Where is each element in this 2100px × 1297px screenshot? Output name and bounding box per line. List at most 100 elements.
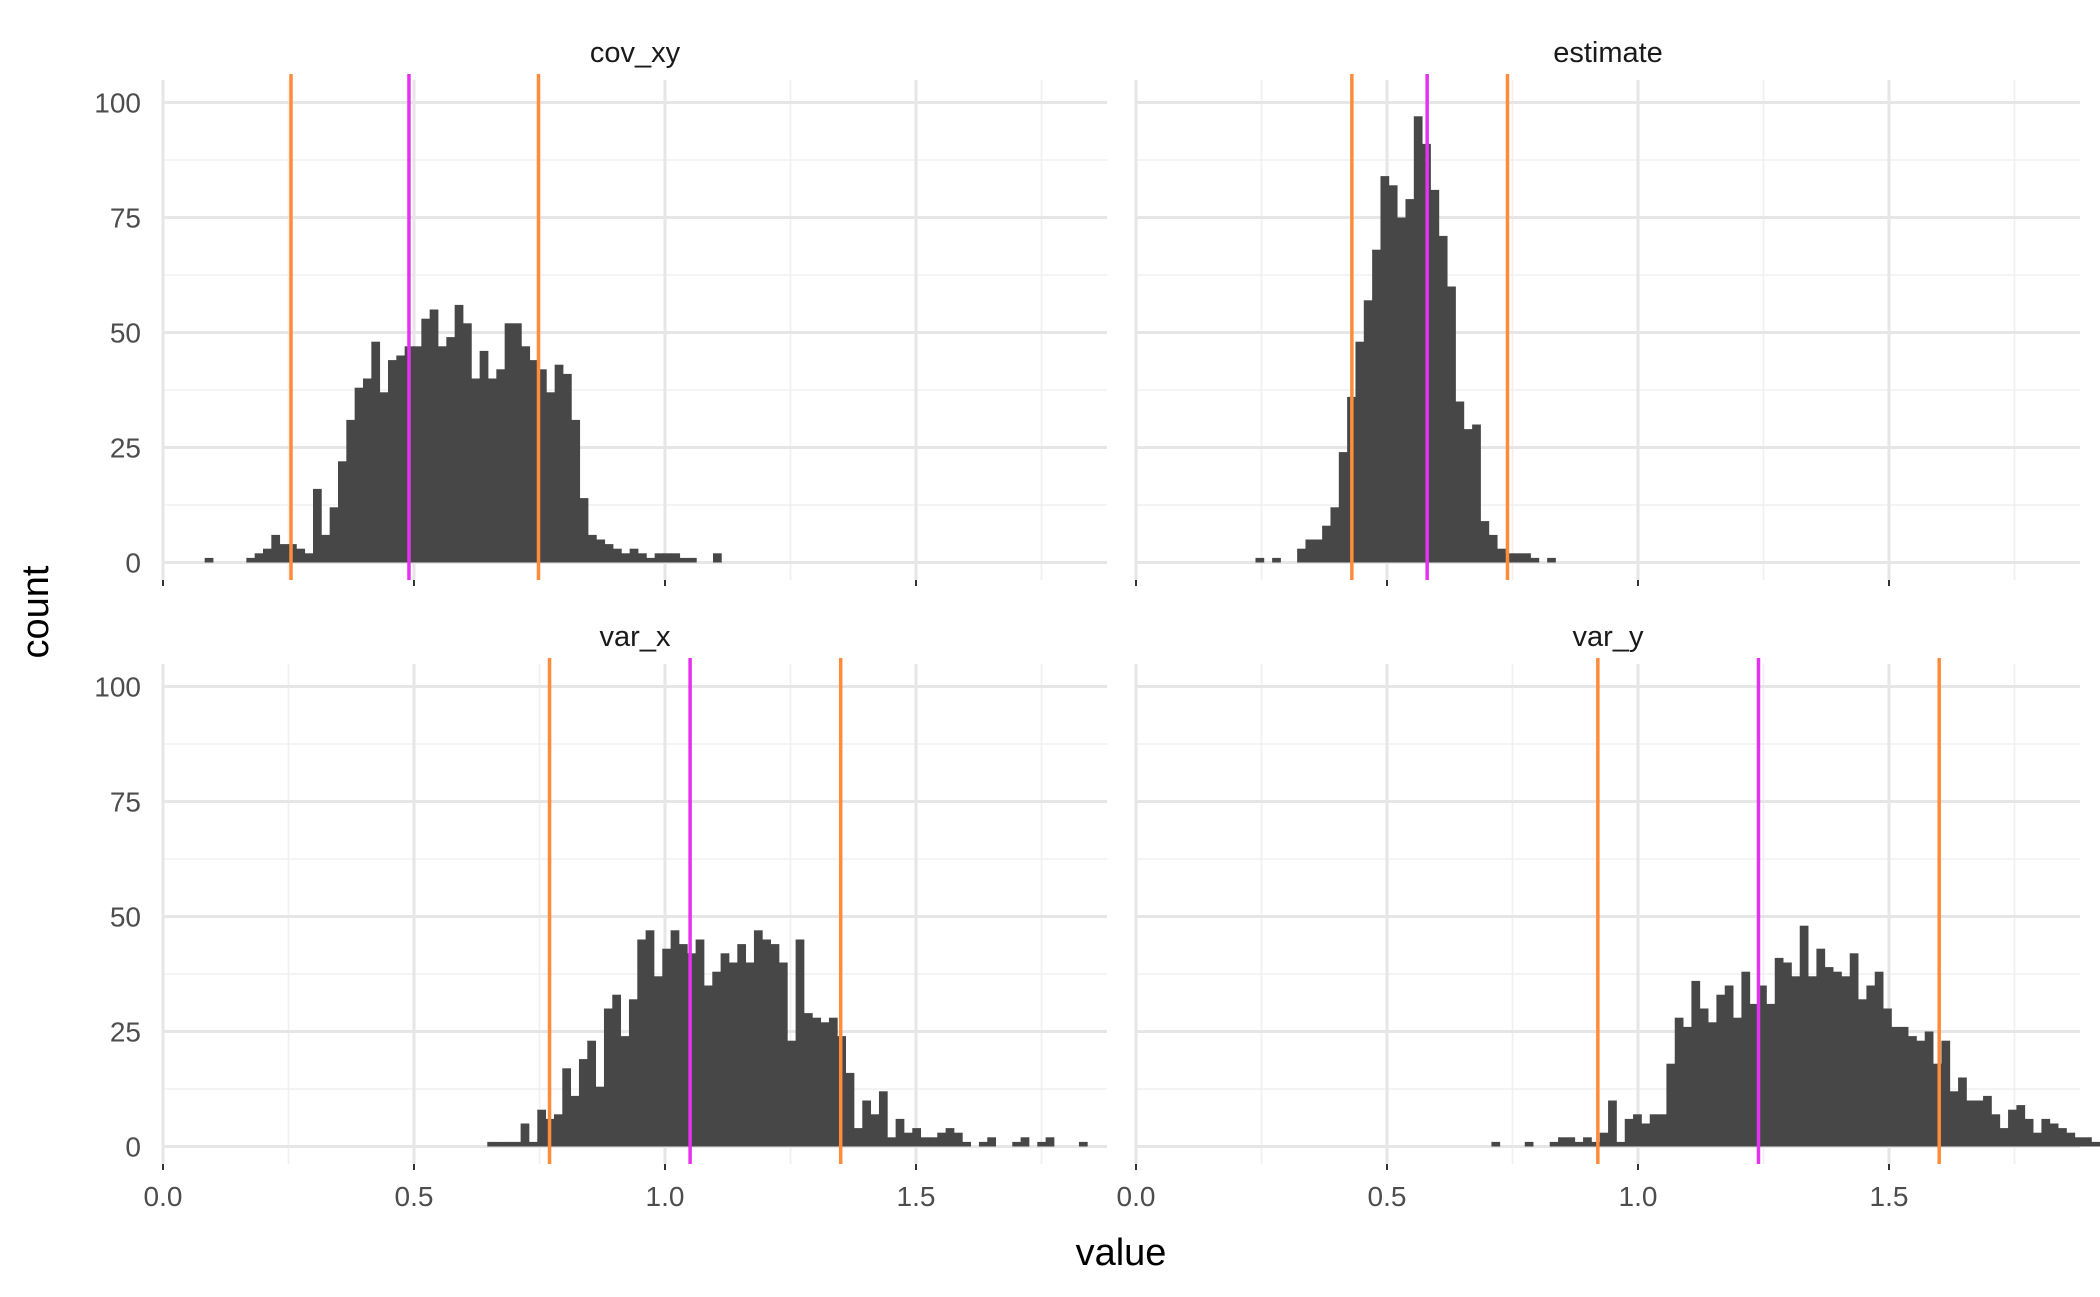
histogram-bar [553, 1114, 563, 1147]
histogram-bar [1574, 1141, 1584, 1147]
histogram-bar [1758, 985, 1767, 1147]
x-tick-label: 0.5 [395, 1181, 434, 1212]
histogram-bar [679, 557, 689, 563]
histogram-bar [1583, 1137, 1592, 1147]
histogram-bar [1255, 557, 1265, 563]
histogram-bar [812, 1017, 822, 1147]
histogram-bar [712, 553, 722, 563]
histogram-bar [537, 369, 547, 563]
histogram-bar [1641, 1123, 1651, 1147]
histogram-bar [703, 985, 713, 1147]
histogram-bar [495, 1141, 505, 1147]
histogram-bar [579, 498, 589, 563]
histogram-bar [1799, 925, 1809, 1147]
histogram-bar [595, 1086, 605, 1147]
histogram-bar [1313, 539, 1323, 563]
histogram-bar [1783, 962, 1792, 1147]
histogram-bar [313, 488, 322, 563]
histogram-bar [1020, 1137, 1030, 1147]
y-tick-label: 50 [110, 318, 141, 349]
y-tick-label: 75 [110, 787, 141, 818]
histogram-bar [521, 346, 531, 563]
histogram-bar [1624, 1118, 1634, 1147]
histogram-bar [937, 1132, 947, 1147]
histogram-bar [912, 1128, 922, 1147]
histogram-bar [887, 1137, 897, 1147]
histogram-bar [1405, 199, 1415, 563]
histogram-bar [1505, 553, 1515, 563]
histogram-bar [1674, 1017, 1684, 1147]
histogram-bar [1413, 116, 1423, 563]
histogram-bar [1380, 176, 1390, 563]
histogram-bar [604, 544, 614, 563]
histogram-bar [1633, 1114, 1642, 1147]
histogram-bar [329, 507, 339, 563]
histogram-bar [1608, 1100, 1617, 1147]
histogram-bar [795, 939, 805, 1147]
histogram-bar [1338, 452, 1348, 563]
y-axis-title: count [15, 565, 57, 658]
histogram-bar [1816, 948, 1826, 1147]
histogram-bar [1766, 1003, 1776, 1147]
histogram-bar [1741, 971, 1751, 1147]
histogram-bar [388, 360, 397, 563]
histogram-bar [878, 1091, 888, 1147]
histogram-bar [1924, 1031, 1934, 1147]
histogram-bar [354, 387, 364, 563]
histogram-bar [1372, 249, 1381, 563]
histogram-bar [621, 553, 631, 563]
histogram-bar [1949, 1091, 1959, 1147]
histogram-bar [687, 557, 697, 563]
histogram-bar [1749, 1003, 1759, 1147]
histogram-bar [712, 971, 722, 1147]
histogram-bar [820, 1022, 830, 1147]
histogram-bar [596, 539, 606, 563]
histogram-bar [1699, 1008, 1709, 1147]
histogram-bar [479, 350, 489, 563]
histogram-bar [662, 948, 672, 1147]
histogram-bar [920, 1137, 930, 1147]
histogram-bar [2016, 1105, 2026, 1147]
histogram-bar [1716, 994, 1726, 1147]
histogram-bar [1649, 1114, 1659, 1147]
histogram-bar [503, 1141, 513, 1147]
histogram-bar [1691, 980, 1701, 1147]
histogram-bar [646, 557, 656, 563]
histogram-bar [953, 1132, 963, 1147]
histogram-bar [1272, 557, 1281, 563]
histogram-bar [487, 1141, 497, 1147]
histogram-bar [620, 1036, 630, 1147]
histogram-bar [2091, 1141, 2100, 1147]
histogram-bar [1558, 1137, 1567, 1147]
histogram-bar [1430, 189, 1440, 563]
facet-title: cov_xy [590, 37, 681, 69]
histogram-bar [928, 1137, 938, 1147]
histogram-bar [1305, 539, 1315, 563]
histogram-bar [1322, 525, 1331, 563]
histogram-bar [1833, 971, 1842, 1147]
histogram-bar [853, 1128, 863, 1147]
y-tick-label: 25 [110, 1017, 141, 1048]
histogram-bar [520, 1123, 530, 1147]
histogram-bar [363, 378, 372, 563]
histogram-bar [263, 548, 272, 563]
histogram-bar [304, 553, 314, 563]
histogram-bar [1355, 341, 1365, 563]
histogram-bar [1774, 957, 1784, 1147]
histogram-bar [587, 1040, 597, 1147]
histogram-bar [728, 962, 738, 1147]
histogram-bar [1522, 553, 1531, 563]
histogram-bar [895, 1118, 905, 1147]
histogram-bar [1916, 1040, 1926, 1147]
histogram-bar [753, 930, 763, 1147]
histogram-bar [945, 1128, 955, 1147]
histogram-bar [612, 548, 622, 563]
histogram-bar [720, 953, 730, 1147]
histogram-bar [629, 548, 639, 563]
histogram-bar [1849, 953, 1859, 1147]
histogram-bar [603, 1008, 613, 1147]
histogram-bar [1438, 235, 1448, 563]
histogram-bar [1908, 1036, 1917, 1147]
y-tick-label: 25 [110, 433, 141, 464]
